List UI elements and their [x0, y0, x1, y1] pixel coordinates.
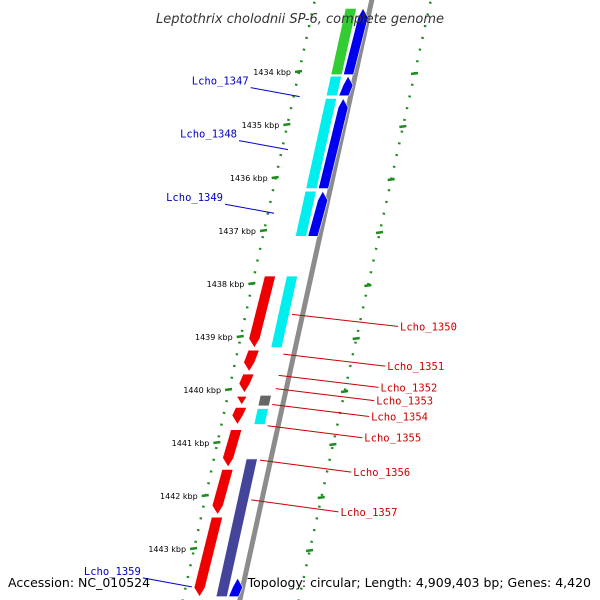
gene-feature[interactable]: [222, 429, 243, 468]
gene-feature[interactable]: [193, 516, 223, 598]
gene-label-leader: [259, 459, 352, 473]
scale-tick-outer: [364, 283, 372, 288]
gene-feature[interactable]: [330, 8, 357, 75]
gene-feature[interactable]: [235, 395, 250, 406]
scale-tick-label: 1439 kbp: [195, 333, 233, 342]
scale-tick: [213, 440, 221, 445]
gene-feature[interactable]: [248, 275, 276, 349]
gene-label-leader: [251, 499, 339, 513]
scale-tick: [283, 122, 291, 127]
gene-layer: [193, 7, 369, 598]
scale-tick-outer: [387, 177, 395, 182]
gene-label-leader: [283, 353, 386, 367]
gene-label[interactable]: Lcho_1356: [353, 467, 410, 479]
scale-tick-outer: [317, 495, 325, 500]
map-title: Leptothrix cholodnii SP-6, complete geno…: [156, 12, 444, 27]
gene-label[interactable]: Lcho_1354: [371, 412, 428, 424]
label-layer: Lcho_1347 Lcho_1348 Lcho_1349 Lcho_1350 Lcho…: [84, 76, 457, 588]
scale-tick-label: 1440 kbp: [183, 386, 221, 395]
gene-feature[interactable]: [243, 349, 260, 373]
gene-feature[interactable]: [270, 275, 298, 348]
scale-tick-label: 1436 kbp: [230, 174, 268, 183]
scale-tick: [271, 175, 279, 180]
gene-feature[interactable]: [338, 75, 354, 97]
scale-tick-label: 1438 kbp: [207, 280, 245, 289]
gene-feature[interactable]: [238, 373, 255, 394]
scale-tick-label: 1441 kbp: [172, 439, 210, 448]
gene-label[interactable]: Lcho_1350: [400, 321, 457, 333]
gene-label[interactable]: Lcho_1349: [166, 192, 223, 204]
gene-feature[interactable]: [307, 190, 329, 237]
dotted-guide: [181, 0, 317, 600]
gene-label[interactable]: Lcho_1348: [180, 129, 237, 141]
scale-tick-label: 1437 kbp: [218, 227, 256, 236]
gene-feature[interactable]: [305, 98, 338, 189]
genome-summary-text: Topology: circular; Length: 4,909,403 bp…: [247, 575, 591, 590]
scale-layer: 1434 kbp 1435 kbp 1436 kbp 1437 kbp 1438 kbp…: [148, 0, 433, 600]
dotted-guide: [297, 0, 433, 600]
scale-tick: [248, 281, 256, 286]
gene-label[interactable]: Lcho_1347: [192, 76, 249, 88]
gene-label-leader: [142, 577, 192, 588]
gene-label[interactable]: Lcho_1355: [364, 433, 421, 445]
scale-tick-label: 1443 kbp: [148, 545, 186, 554]
gene-label[interactable]: Lcho_1359: [84, 566, 141, 578]
gene-label[interactable]: Lcho_1357: [341, 507, 398, 519]
gene-label[interactable]: Lcho_1352: [380, 382, 437, 394]
gene-feature[interactable]: [325, 75, 342, 97]
gene-feature[interactable]: [294, 190, 317, 237]
gene-feature[interactable]: [231, 407, 248, 426]
scale-tick: [201, 493, 209, 498]
scale-tick: [189, 546, 198, 551]
scale-tick-outer: [352, 336, 360, 341]
scale-tick: [224, 387, 233, 392]
scale-tick-outer: [329, 442, 337, 447]
gene-label-leader: [267, 425, 363, 439]
gene-label[interactable]: Lcho_1353: [376, 396, 433, 408]
gene-feature[interactable]: [228, 577, 243, 598]
scale-tick-label: 1434 kbp: [253, 68, 291, 77]
scale-tick-outer: [399, 124, 407, 129]
scale-tick-outer: [340, 389, 349, 394]
gene-feature[interactable]: [257, 394, 272, 407]
gene-feature[interactable]: [215, 458, 258, 598]
gene-label-leader: [291, 313, 399, 327]
scale-tick: [294, 69, 303, 74]
scale-tick-label: 1435 kbp: [242, 121, 280, 130]
scale-tick: [236, 334, 244, 339]
gene-feature[interactable]: [253, 408, 269, 425]
gene-label-leader: [250, 87, 300, 98]
scale-tick-outer: [375, 230, 384, 235]
accession-text: Accession: NC_010524: [8, 575, 150, 590]
gene-label-leader: [278, 374, 379, 388]
scale-tick-outer: [305, 548, 314, 553]
backbone-layer: [237, 0, 375, 600]
gene-feature[interactable]: [317, 97, 349, 189]
scale-tick: [259, 228, 268, 233]
gene-label[interactable]: Lcho_1351: [387, 361, 444, 373]
gene-label-leader: [275, 388, 375, 402]
gene-feature[interactable]: [211, 469, 234, 516]
gene-label-leader: [272, 404, 370, 417]
scale-tick-label: 1442 kbp: [160, 492, 198, 501]
gene-label-leader: [224, 203, 275, 214]
gene-label-leader: [238, 140, 289, 151]
backbone-line: [237, 0, 375, 600]
gene-feature[interactable]: [343, 7, 369, 75]
scale-tick-outer: [410, 71, 419, 76]
